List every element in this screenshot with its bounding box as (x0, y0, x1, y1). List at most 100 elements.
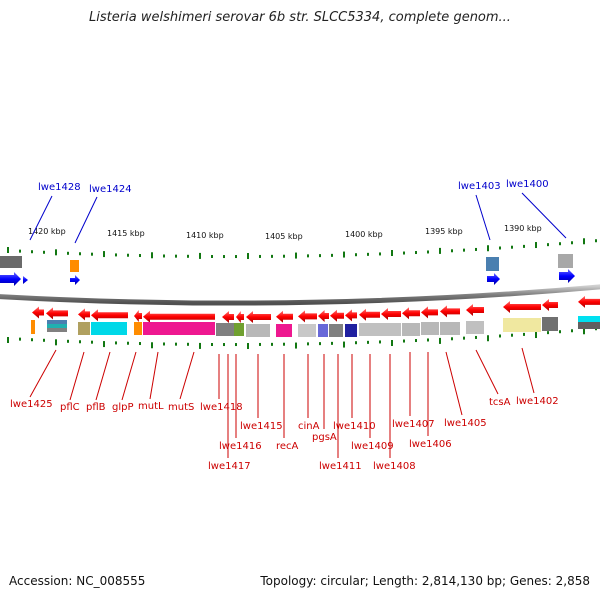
gene-arrow-forward[interactable] (70, 275, 80, 285)
feature-box[interactable] (318, 324, 328, 337)
feature-box[interactable] (216, 323, 234, 336)
gene-label[interactable]: lwe1428 (38, 182, 81, 193)
gene-arrow-reverse[interactable] (330, 309, 344, 322)
feature-box[interactable] (440, 322, 460, 335)
gene-arrow-forward[interactable] (559, 269, 575, 283)
gene-label[interactable]: lwe1416 (219, 441, 262, 452)
gene-label[interactable]: lwe1407 (392, 419, 435, 430)
feature-box[interactable] (558, 254, 573, 268)
scale-tick (211, 254, 213, 258)
gene-arrow-forward[interactable] (23, 276, 28, 284)
label-leader-lines (29, 192, 567, 458)
gene-label[interactable]: lwe1405 (444, 418, 487, 429)
scale-tick (259, 254, 261, 258)
scale-tick (463, 336, 465, 340)
gene-label[interactable]: lwe1403 (458, 181, 501, 192)
gene-arrow-reverse[interactable] (143, 310, 215, 323)
feature-box[interactable] (246, 324, 270, 337)
scale-tick (391, 250, 393, 257)
scale-tick (307, 254, 309, 258)
gene-label[interactable]: pgsA (312, 432, 337, 443)
feature-box[interactable] (329, 324, 343, 337)
gene-arrow-reverse[interactable] (91, 309, 128, 322)
gene-arrow-reverse[interactable] (402, 307, 420, 320)
gene-label[interactable]: lwe1410 (333, 421, 376, 432)
feature-box[interactable] (402, 323, 420, 336)
scale-tick (55, 249, 57, 256)
feature-box[interactable] (0, 256, 22, 268)
leader-line (475, 194, 491, 241)
gene-label[interactable]: mutL (138, 401, 164, 412)
gene-arrow-reverse[interactable] (78, 308, 90, 321)
feature-box[interactable] (345, 324, 357, 337)
feature-box[interactable] (578, 322, 600, 329)
gene-label[interactable]: glpP (112, 402, 134, 413)
genome-backbone (0, 284, 600, 306)
feature-box[interactable] (47, 320, 67, 324)
gene-arrow-reverse[interactable] (246, 310, 271, 323)
gene-arrow-reverse[interactable] (421, 306, 438, 319)
gene-label[interactable]: mutS (168, 402, 194, 413)
gene-arrow-reverse[interactable] (440, 305, 460, 318)
gene-arrow-reverse[interactable] (298, 310, 317, 323)
gene-arrow-reverse[interactable] (578, 295, 600, 308)
gene-label[interactable]: tcsA (489, 397, 511, 408)
gene-label[interactable]: lwe1402 (516, 396, 559, 407)
gene-label[interactable]: lwe1409 (351, 441, 394, 452)
feature-box[interactable] (578, 316, 600, 322)
scale-tick (223, 343, 225, 347)
feature-box[interactable] (503, 318, 541, 332)
feature-box[interactable] (542, 317, 558, 331)
feature-box[interactable] (31, 320, 35, 334)
scale-tick (187, 254, 189, 258)
feature-box[interactable] (421, 322, 439, 335)
gene-arrow-reverse[interactable] (32, 306, 44, 319)
gene-label[interactable]: pflC (60, 402, 80, 413)
gene-label[interactable]: lwe1425 (10, 399, 53, 410)
gene-label[interactable]: lwe1415 (240, 421, 283, 432)
feature-box[interactable] (298, 324, 316, 337)
scale-tick (355, 341, 357, 345)
gene-label[interactable]: lwe1408 (373, 461, 416, 472)
feature-box[interactable] (91, 322, 127, 335)
gene-arrow-reverse[interactable] (276, 310, 293, 323)
scale-tick (67, 251, 69, 255)
feature-box[interactable] (47, 328, 67, 332)
scale-tick (187, 342, 189, 346)
gene-label[interactable]: lwe1417 (208, 461, 251, 472)
gene-arrow-reverse[interactable] (381, 308, 401, 321)
scale-tick (151, 252, 153, 259)
feature-box[interactable] (359, 323, 401, 336)
gene-arrow-reverse[interactable] (46, 307, 68, 320)
gene-label[interactable]: lwe1406 (409, 439, 452, 450)
feature-box[interactable] (143, 322, 215, 335)
feature-box[interactable] (134, 322, 142, 335)
gene-arrow-reverse[interactable] (222, 311, 234, 324)
gene-arrow-reverse[interactable] (466, 304, 484, 317)
gene-label[interactable]: lwe1418 (200, 402, 243, 413)
feature-box[interactable] (486, 257, 499, 271)
gene-arrow-reverse[interactable] (236, 311, 244, 324)
feature-box[interactable] (47, 324, 67, 328)
scale-tick (295, 252, 297, 259)
gene-arrow-forward[interactable] (0, 272, 21, 286)
gene-label[interactable]: lwe1411 (319, 461, 362, 472)
gene-label[interactable]: lwe1400 (506, 179, 549, 190)
gene-arrow-forward[interactable] (487, 273, 500, 285)
gene-arrow-reverse[interactable] (318, 310, 329, 323)
gene-arrow-reverse[interactable] (134, 309, 142, 322)
gene-label[interactable]: pflB (86, 402, 106, 413)
gene-arrow-reverse[interactable] (345, 309, 357, 322)
gene-label[interactable]: lwe1424 (89, 184, 132, 195)
gene-label[interactable]: cinA (298, 421, 320, 432)
feature-box[interactable] (466, 321, 484, 334)
feature-box[interactable] (234, 323, 244, 336)
feature-box[interactable] (78, 322, 90, 335)
feature-box[interactable] (70, 260, 79, 272)
feature-box[interactable] (276, 324, 292, 337)
gene-arrow-reverse[interactable] (359, 308, 380, 321)
gene-label[interactable]: recA (276, 441, 299, 452)
scale-tick (499, 246, 501, 250)
gene-arrow-reverse[interactable] (542, 298, 558, 311)
gene-arrow-reverse[interactable] (503, 301, 541, 314)
